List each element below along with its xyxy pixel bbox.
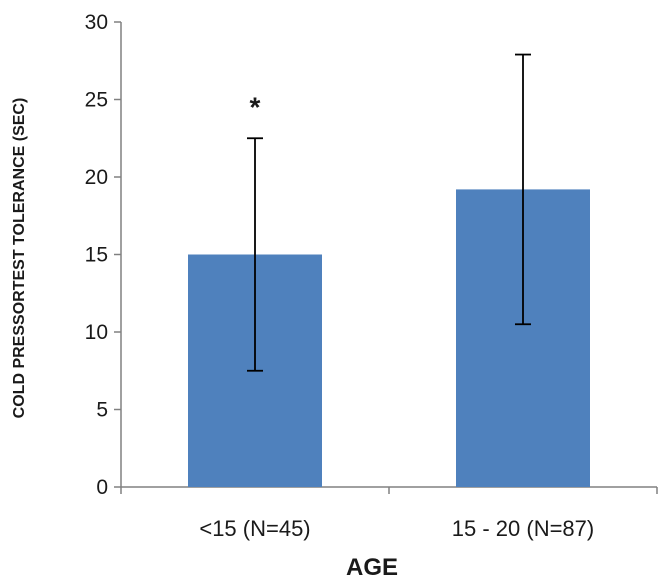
error-bars [247, 53, 531, 372]
x-category-label: 15 - 20 (N=87) [452, 516, 594, 541]
y-tick-label: 10 [85, 321, 108, 344]
y-tick-label: 0 [96, 476, 108, 499]
x-axis-categories: <15 (N=45) 15 - 20 (N=87) [199, 516, 594, 541]
y-axis-title: COLD PRESSORTEST TOLERANCE (SEC) [11, 98, 28, 419]
y-tick-label: 20 [85, 166, 108, 189]
y-axis-ticks: 0 5 10 15 20 25 30 [85, 11, 121, 499]
significance-marker: * [250, 91, 261, 122]
bars [188, 189, 590, 487]
x-category-label: <15 (N=45) [199, 516, 310, 541]
y-tick-label: 5 [96, 399, 108, 422]
y-tick-label: 25 [85, 89, 108, 112]
x-axis-title: AGE [346, 554, 398, 578]
y-tick-label: 30 [85, 11, 108, 34]
annotations: * [250, 91, 261, 122]
y-tick-label: 15 [85, 244, 108, 267]
